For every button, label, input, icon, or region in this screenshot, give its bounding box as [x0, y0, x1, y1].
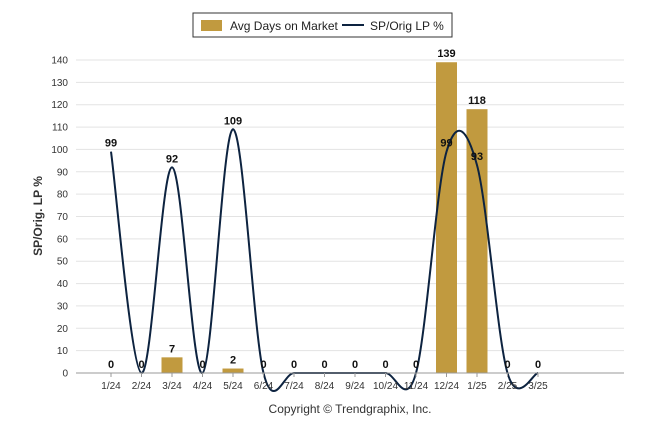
x-tick-label: 7/24	[284, 381, 304, 392]
bar-data-label: 0	[413, 359, 419, 371]
x-tick-label: 2/25	[498, 381, 518, 392]
bar-data-label: 0	[352, 359, 358, 371]
line-data-label: 109	[224, 115, 242, 127]
grid	[76, 59, 624, 352]
y-tick-label: 30	[57, 301, 69, 312]
bar	[222, 368, 244, 373]
bar	[161, 357, 183, 373]
x-tick-label: 1/25	[467, 381, 487, 392]
bar-data-label: 118	[468, 95, 486, 107]
bar	[436, 62, 457, 373]
bar-data-label: 7	[169, 343, 175, 355]
legend: Avg Days on Market SP/Orig LP %	[192, 12, 453, 38]
y-axis-title: SP/Orig. LP %	[31, 176, 45, 256]
x-tick-label: 12/24	[434, 381, 459, 392]
legend-box	[192, 12, 453, 38]
bar-data-label: 0	[199, 359, 205, 371]
legend-bar-swatch	[201, 20, 222, 31]
copyright-text: Copyright © Trendgraphix, Inc.	[269, 402, 432, 416]
y-tick-label: 120	[51, 100, 68, 111]
x-tick-label: 3/24	[162, 381, 182, 392]
bar-data-label: 139	[437, 48, 455, 60]
x-tick-label: 11/24	[404, 381, 429, 392]
line-series	[110, 128, 539, 392]
y-tick-label: 130	[51, 78, 68, 89]
x-tick-label: 1/24	[101, 381, 121, 392]
y-tick-label: 70	[57, 212, 69, 223]
line-data-label: 99	[440, 138, 452, 150]
x-tick-label: 9/24	[345, 381, 365, 392]
line-data-label: 93	[471, 151, 483, 163]
bar-data-label: 0	[504, 359, 510, 371]
bar	[466, 109, 488, 373]
bar-data-label: 0	[138, 359, 144, 371]
y-tick-label: 90	[57, 167, 69, 178]
x-tick-label: 5/24	[223, 381, 243, 392]
y-tick-label: 0	[62, 369, 68, 380]
y-tick-label: 20	[57, 324, 69, 335]
bar-data-label: 0	[108, 359, 114, 371]
y-tick-label: 80	[57, 190, 69, 201]
y-tick-label: 40	[57, 279, 69, 290]
x-tick-label: 4/24	[193, 381, 213, 392]
x-tick-label: 10/24	[373, 381, 398, 392]
bar-data-label: 2	[230, 355, 236, 367]
line-data-label: 99	[105, 138, 117, 150]
line-path	[110, 128, 539, 392]
bar-data-label: 0	[382, 359, 388, 371]
data-labels: 0 0 7 0 2 0 0 0 0 0 0 139 118 0 0 99 92 109 99 93	[105, 48, 541, 371]
line-data-label: 92	[166, 153, 178, 165]
y-tick-label: 60	[57, 234, 69, 245]
legend-bar-label: Avg Days on Market	[230, 19, 338, 33]
x-tick-label: 3/25	[528, 381, 548, 392]
x-tick-label: 2/24	[132, 381, 152, 392]
bar-data-label: 0	[260, 359, 266, 371]
y-tick-label: 50	[57, 257, 69, 268]
y-tick-label: 100	[51, 145, 68, 156]
x-tick-label: 8/24	[315, 381, 335, 392]
legend-line-label: SP/Orig LP %	[370, 19, 444, 33]
y-tick-label: 140	[51, 56, 68, 67]
bar-data-label: 0	[321, 359, 327, 371]
bar-data-label: 0	[291, 359, 297, 371]
x-tick-label: 6/24	[254, 381, 274, 392]
y-tick-label: 10	[57, 346, 69, 357]
bar-data-label: 0	[535, 359, 541, 371]
y-tick-label: 110	[52, 123, 68, 134]
